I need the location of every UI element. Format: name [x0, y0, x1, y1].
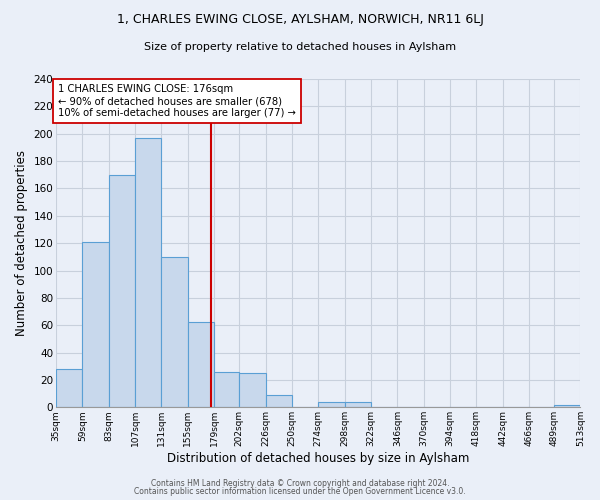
Bar [554, 404, 580, 407]
Text: 1, CHARLES EWING CLOSE, AYLSHAM, NORWICH, NR11 6LJ: 1, CHARLES EWING CLOSE, AYLSHAM, NORWICH… [116, 12, 484, 26]
Bar [318, 402, 344, 407]
Bar [239, 373, 266, 408]
Y-axis label: Number of detached properties: Number of detached properties [15, 150, 28, 336]
Text: Contains HM Land Registry data © Crown copyright and database right 2024.: Contains HM Land Registry data © Crown c… [151, 478, 449, 488]
Bar [161, 257, 188, 408]
Bar [344, 402, 371, 407]
Bar [109, 175, 135, 408]
Bar [266, 395, 292, 407]
Text: 1 CHARLES EWING CLOSE: 176sqm
← 90% of detached houses are smaller (678)
10% of : 1 CHARLES EWING CLOSE: 176sqm ← 90% of d… [58, 84, 296, 117]
Bar [214, 372, 239, 408]
X-axis label: Distribution of detached houses by size in Aylsham: Distribution of detached houses by size … [167, 452, 469, 465]
Bar [188, 322, 214, 408]
Bar [56, 369, 82, 408]
Bar [135, 138, 161, 407]
Text: Contains public sector information licensed under the Open Government Licence v3: Contains public sector information licen… [134, 487, 466, 496]
Text: Size of property relative to detached houses in Aylsham: Size of property relative to detached ho… [144, 42, 456, 52]
Bar [82, 242, 109, 408]
